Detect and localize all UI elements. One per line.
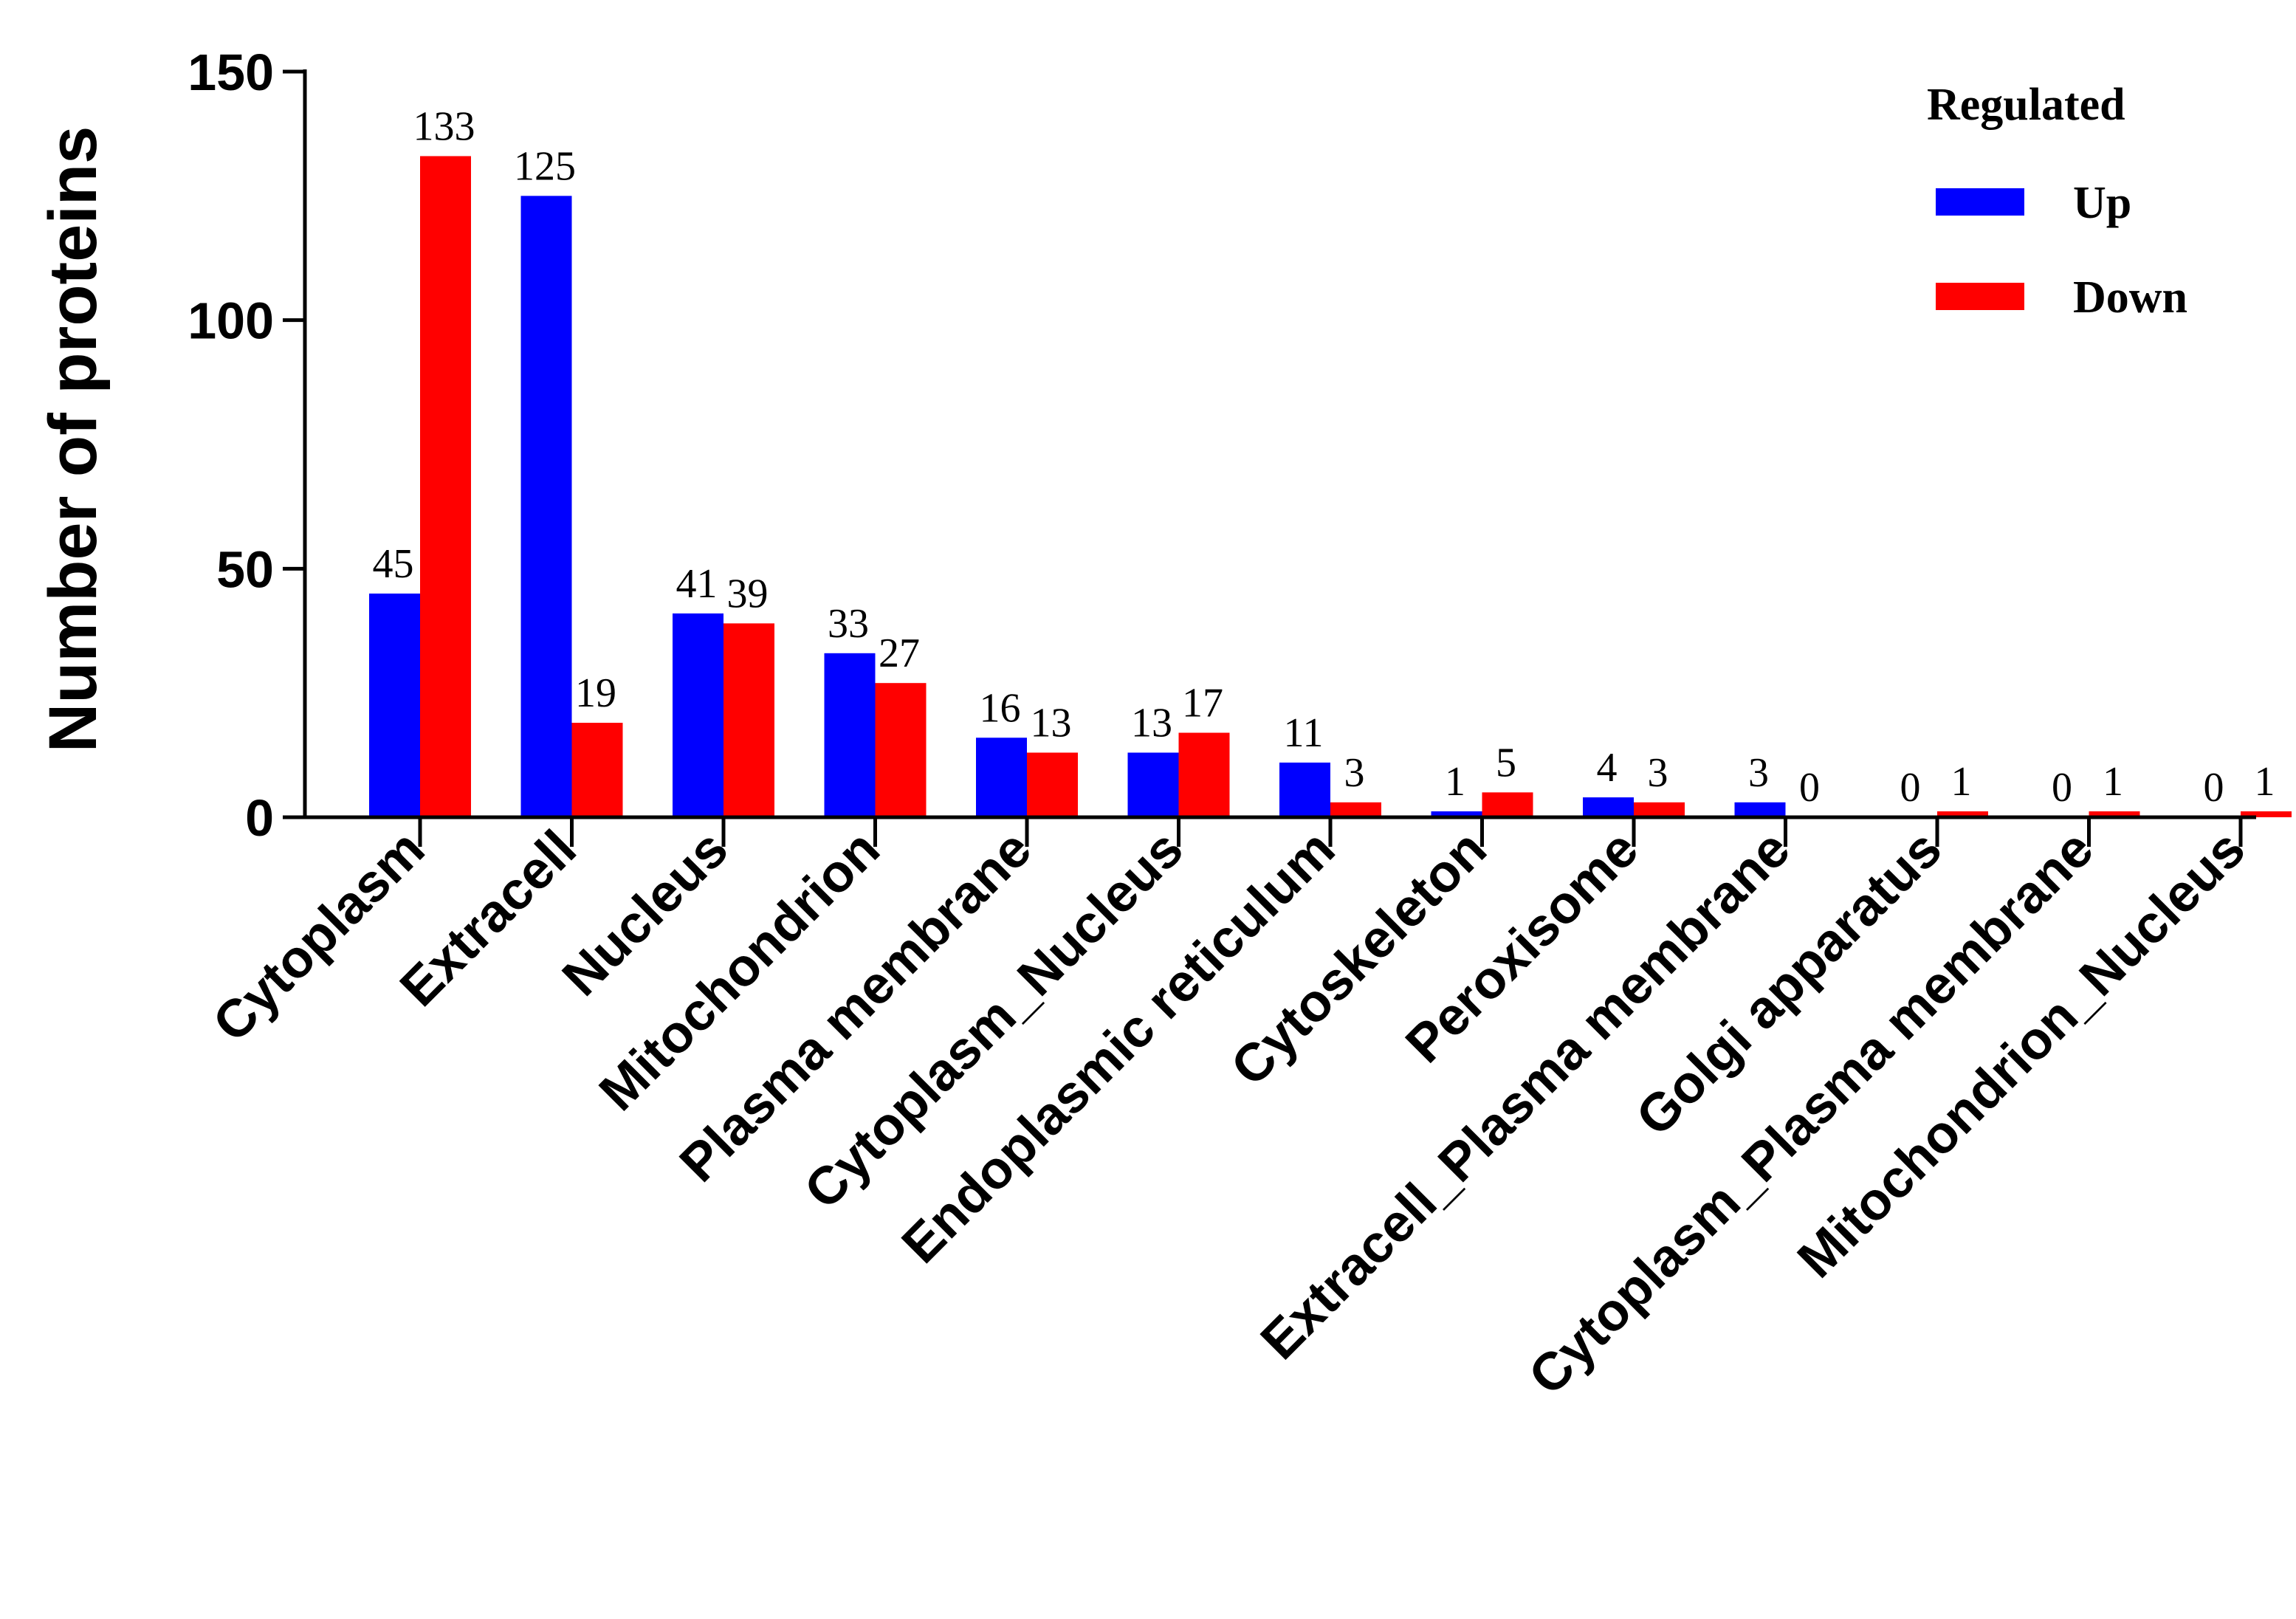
legend-title: Regulated <box>1927 80 2125 130</box>
bar-down <box>2241 811 2292 817</box>
value-label-down: 1 <box>2103 759 2123 805</box>
bar-down <box>2089 811 2140 817</box>
bar-down <box>571 723 623 817</box>
value-label-down: 5 <box>1496 740 1516 786</box>
y-tick-label: 150 <box>188 44 274 101</box>
value-label-down: 17 <box>1182 681 1223 726</box>
bar-up <box>976 738 1027 817</box>
bar-up <box>1127 752 1179 817</box>
value-label-down: 3 <box>1344 750 1365 796</box>
value-label-up: 0 <box>2052 765 2072 811</box>
value-label-up: 45 <box>373 541 414 587</box>
bar-down <box>1482 792 1533 817</box>
bar-up <box>1279 762 1330 817</box>
y-tick-label: 100 <box>188 292 274 350</box>
bars-layer <box>369 156 2292 817</box>
value-label-down: 3 <box>1648 750 1668 796</box>
value-label-up: 16 <box>980 685 1021 731</box>
legend-swatch-up <box>1936 188 2024 216</box>
y-tick-label: 50 <box>216 540 274 598</box>
value-label-down: 1 <box>1951 759 1972 805</box>
legend-label-up: Up <box>2073 178 2131 228</box>
bar-up <box>824 653 876 817</box>
value-label-up: 3 <box>1748 750 1769 796</box>
value-label-down: 1 <box>2255 759 2275 805</box>
value-label-up: 33 <box>828 601 869 647</box>
category-label: Cytoplasm <box>202 819 436 1053</box>
value-label-up: 41 <box>676 561 718 607</box>
bar-down <box>1330 802 1381 817</box>
bar-down <box>723 623 774 817</box>
y-ticks-layer: 0 50 100 150 <box>188 44 305 847</box>
value-label-down: 13 <box>1031 700 1072 746</box>
value-label-down: 133 <box>413 103 475 149</box>
value-label-up: 125 <box>514 143 576 189</box>
bar-down <box>1634 802 1685 817</box>
bar-up <box>1734 802 1786 817</box>
legend-label-down: Down <box>2073 272 2187 323</box>
bar-down <box>1178 732 1230 817</box>
bar-down <box>1937 811 1988 817</box>
bar-down <box>420 156 471 817</box>
bar-down <box>1027 752 1078 817</box>
legend: Regulated Up Down <box>1927 80 2187 323</box>
bar-up <box>673 613 723 817</box>
category-label: Mitochondrion <box>588 819 891 1122</box>
value-label-down: 0 <box>1799 765 1820 811</box>
y-tick-label: 0 <box>245 789 274 847</box>
bar-up <box>1431 811 1482 817</box>
value-label-down: 39 <box>727 571 769 616</box>
value-label-up: 13 <box>1131 700 1172 746</box>
bar-up <box>369 594 420 817</box>
category-labels-layer: CytoplasmExtracellNucleusMitochondrionPl… <box>202 817 2256 1406</box>
bar-up <box>1583 797 1634 817</box>
value-label-up: 0 <box>1900 765 1921 811</box>
value-label-down: 27 <box>879 630 920 676</box>
value-label-up: 1 <box>1445 759 1465 805</box>
value-label-down: 19 <box>575 670 616 716</box>
category-label: Cytoplasm_Plasma membrane <box>1518 819 2105 1406</box>
value-label-up: 11 <box>1284 710 1324 756</box>
value-label-up: 0 <box>2204 765 2224 811</box>
legend-swatch-down <box>1936 283 2024 310</box>
y-axis-label: Number of proteins <box>35 126 111 752</box>
bar-up <box>520 196 572 817</box>
value-label-up: 4 <box>1597 745 1618 791</box>
axes-layer <box>303 69 2256 819</box>
bar-down <box>875 683 927 817</box>
